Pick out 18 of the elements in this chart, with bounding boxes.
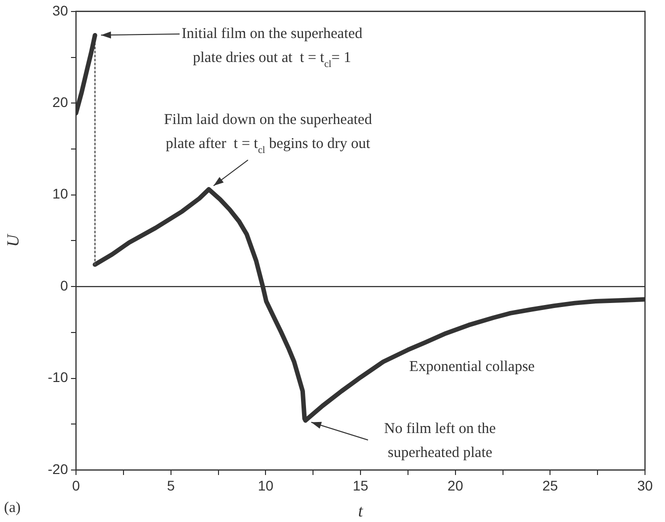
y-tick-label: -10 <box>48 369 68 386</box>
x-tick-label: 20 <box>448 477 464 494</box>
y-tick-label: 30 <box>52 2 68 18</box>
x-tick-label: 15 <box>352 477 368 494</box>
x-axis-title: t <box>358 501 364 520</box>
y-tick-label: 20 <box>52 94 68 110</box>
x-tick-label: 10 <box>258 477 274 494</box>
x-tick-label: 30 <box>637 477 653 494</box>
x-tick-label: 25 <box>542 477 558 494</box>
y-tick-label: 0 <box>60 277 68 294</box>
text: (a) <box>4 500 21 516</box>
y-axis-title: U <box>4 232 23 247</box>
x-tick-label: 5 <box>166 477 175 494</box>
x-tick-label: 0 <box>72 477 80 494</box>
y-tick-label: 10 <box>52 186 68 202</box>
y-tick-label: -20 <box>48 460 68 477</box>
annotation: No film left on the superheated plate <box>384 421 496 461</box>
annotation: Exponential collapse <box>409 359 536 375</box>
